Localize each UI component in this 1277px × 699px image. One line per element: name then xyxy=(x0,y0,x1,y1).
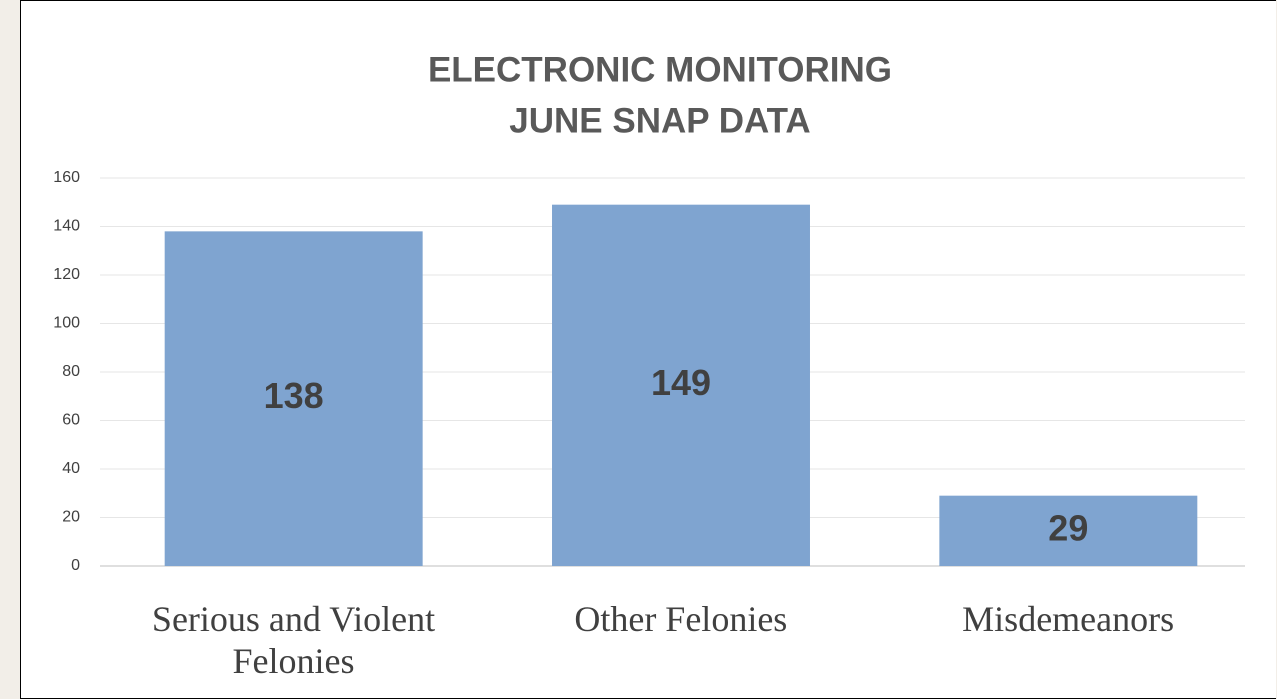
y-tick-label: 140 xyxy=(53,218,80,235)
x-tick-label: Serious and Violent Felonies xyxy=(151,599,436,681)
data-label: 138 xyxy=(264,375,324,416)
bar xyxy=(164,231,423,566)
y-tick-label: 120 xyxy=(53,266,80,283)
bar xyxy=(552,204,810,567)
y-tick-label: 100 xyxy=(53,315,80,332)
x-tick-label: Misdemeanors xyxy=(962,599,1175,639)
data-label: 149 xyxy=(651,362,711,403)
chart-title: JUNE SNAP DATA xyxy=(509,101,810,140)
data-label: 29 xyxy=(1048,507,1088,548)
bar xyxy=(939,495,1198,566)
y-tick-label: 60 xyxy=(62,412,80,429)
chart-title: ELECTRONIC MONITORING xyxy=(428,50,892,89)
y-tick-label: 160 xyxy=(53,169,80,186)
y-tick-label: 20 xyxy=(62,509,80,526)
y-tick-label: 40 xyxy=(62,460,80,477)
y-tick-label: 0 xyxy=(71,557,80,574)
x-tick-label: Other Felonies xyxy=(574,599,788,639)
y-tick-label: 80 xyxy=(62,363,80,380)
